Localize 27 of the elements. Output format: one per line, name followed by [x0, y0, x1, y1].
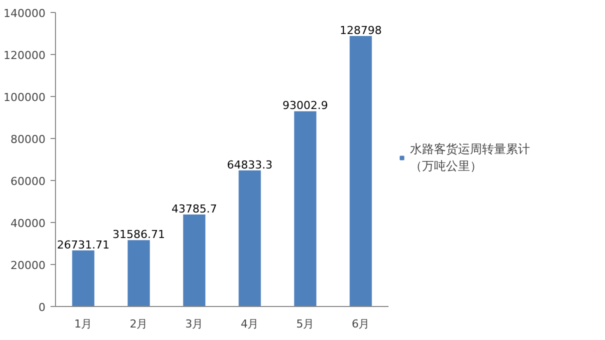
data-label: 128798 [340, 24, 382, 38]
y-tick-label: 120000 [4, 49, 46, 62]
y-tick-label: 100000 [4, 91, 46, 104]
bar [238, 170, 261, 306]
y-tick-label: 40000 [10, 217, 46, 230]
data-label: 26731.71 [57, 238, 110, 252]
data-label: 64833.3 [227, 158, 273, 172]
bar [294, 111, 316, 306]
data-label: 43785.7 [172, 202, 218, 216]
y-tick-label: 20000 [10, 259, 46, 272]
bar [72, 250, 94, 306]
data-label: 31586.71 [112, 228, 166, 242]
x-tick-label: 1月 [74, 318, 92, 330]
bar [350, 36, 372, 306]
x-tick-label: 2月 [130, 318, 148, 330]
x-tick-label: 6月 [352, 318, 370, 330]
x-tick-label: 3月 [185, 318, 204, 330]
legend-label: 水路客货运周转量累计（万吨公里） [410, 140, 530, 174]
x-tick-label: 4月 [240, 318, 259, 330]
data-label: 93002.9 [282, 99, 328, 112]
y-tick-label: 0 [38, 301, 46, 314]
x-tick-label: 5月 [296, 318, 314, 330]
y-tick-label: 60000 [10, 175, 46, 188]
bar [183, 214, 206, 306]
bar [128, 240, 150, 306]
y-tick-label: 80000 [10, 133, 46, 146]
y-tick-label: 140000 [4, 7, 46, 20]
